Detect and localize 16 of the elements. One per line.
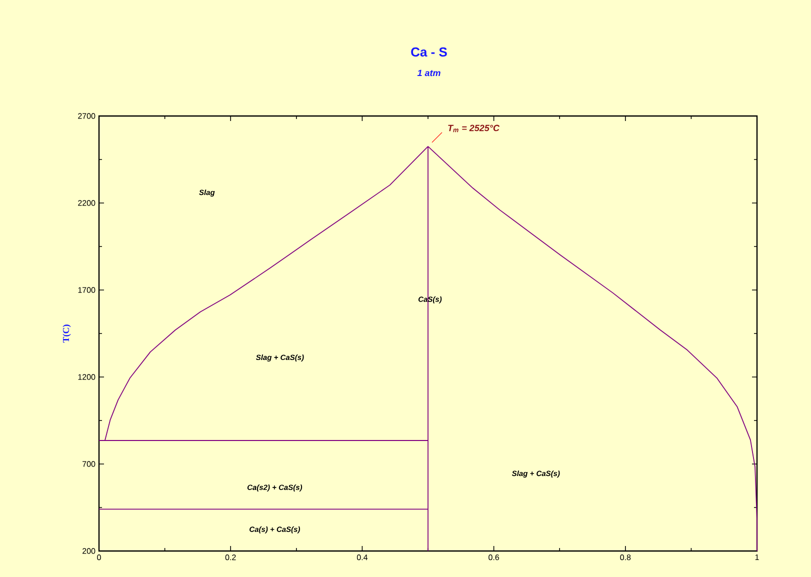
annotation: T$_{m}$ = 2525°C — [448, 124, 500, 132]
y-tick-label: 2700 — [78, 113, 96, 119]
x-tick-label: 0.8 — [620, 554, 631, 560]
y-tick-label: 2200 — [78, 200, 96, 206]
chart-title: Ca - S — [411, 47, 447, 57]
y-tick-label: 1700 — [78, 287, 96, 293]
y-tick-label: 700 — [82, 461, 96, 467]
y-tick-label: 200 — [82, 548, 96, 554]
x-tick-label: 0.6 — [488, 554, 500, 560]
x-tick-label: 0.2 — [225, 554, 236, 560]
y-axis-title: T(C) — [62, 324, 71, 343]
y-tick-label: 1200 — [78, 374, 96, 380]
x-tick-label: 1 — [755, 554, 759, 560]
chart-subtitle: 1 atm — [417, 70, 440, 76]
x-tick-label: 0 — [97, 554, 101, 560]
x-tick-label: 0.4 — [356, 554, 368, 560]
